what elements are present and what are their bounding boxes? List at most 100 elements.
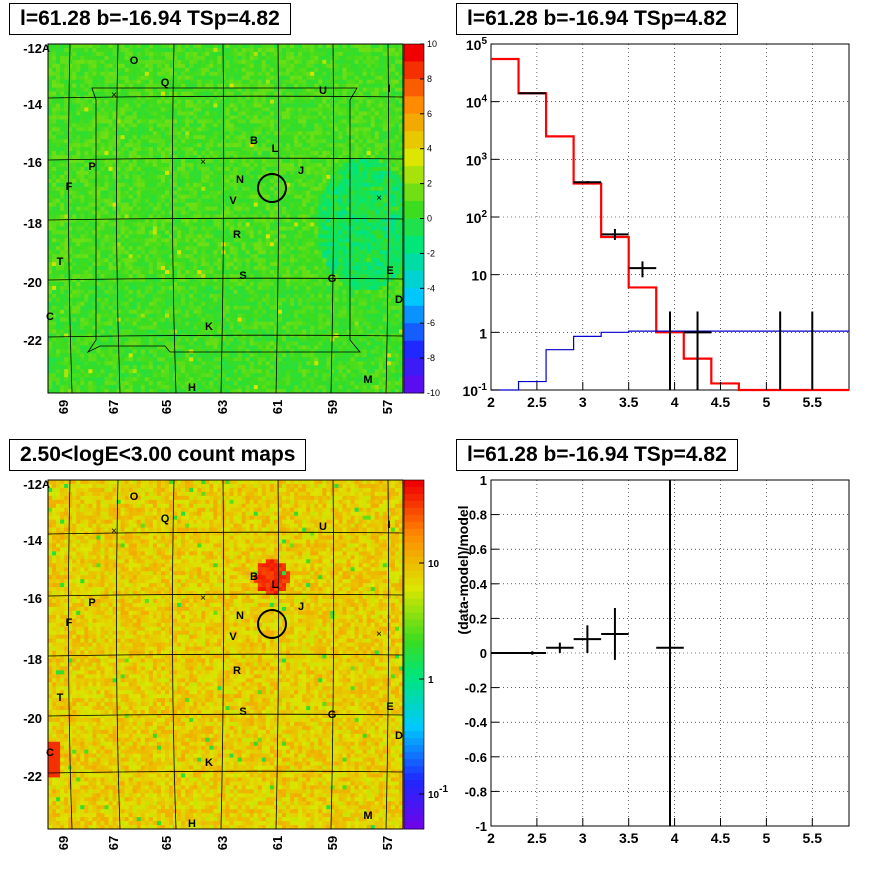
residual-point bbox=[546, 642, 574, 653]
colorbar bbox=[404, 44, 424, 394]
colorbar-tick-label: -10 bbox=[427, 388, 440, 398]
y-tick-label: -16 bbox=[23, 591, 42, 606]
source-label-u: U bbox=[319, 521, 327, 533]
bottom-right-panel: 2 2.5 3 3.5 4 4.5 5 5.5 1 0.8 0.6 0.4 0.2 0 -0.2 -0.4 -0… bbox=[448, 436, 896, 872]
colorbar-tick-label: 10-1 bbox=[428, 784, 448, 801]
data-point bbox=[518, 92, 547, 95]
source-label-i: I bbox=[387, 83, 390, 95]
map-frame bbox=[47, 43, 404, 394]
graticule-meridian bbox=[116, 479, 121, 830]
colorbar-tick-label: 1 bbox=[428, 675, 434, 686]
source-label-b: B bbox=[250, 571, 258, 583]
source-label-c: C bbox=[46, 311, 54, 323]
x-tick-label: 69 bbox=[56, 836, 71, 850]
map-graticule bbox=[47, 43, 404, 394]
x-tick-label: 59 bbox=[325, 836, 340, 850]
source-label-g: G bbox=[328, 273, 337, 285]
source-label-s: S bbox=[239, 706, 246, 718]
data-point bbox=[601, 228, 629, 240]
y-tick-label: -12 bbox=[23, 41, 42, 56]
source-label-r: R bbox=[233, 229, 241, 241]
source-label-i: I bbox=[387, 519, 390, 531]
x-tick-label: 3 bbox=[579, 830, 587, 846]
x-tick-label: 4 bbox=[671, 394, 679, 410]
x-tick-label: 59 bbox=[325, 400, 340, 414]
source-label-d: D bbox=[395, 294, 403, 306]
y-tick-label: 10-1 bbox=[463, 382, 488, 399]
source-label-e: E bbox=[386, 701, 393, 713]
graticule-parallel bbox=[47, 334, 404, 338]
source-label-a: A bbox=[42, 479, 50, 491]
x-tick-label: 3.5 bbox=[619, 830, 639, 846]
residual-point bbox=[656, 480, 684, 826]
graticule-parallel bbox=[47, 277, 404, 281]
data-point bbox=[628, 261, 657, 278]
source-label-o: O bbox=[130, 491, 139, 503]
source-label-s: S bbox=[239, 270, 246, 282]
graticule-parallel bbox=[47, 653, 404, 657]
residual-point bbox=[518, 651, 547, 655]
y-tick-label: -0.4 bbox=[465, 715, 488, 730]
source-label-e: E bbox=[386, 265, 393, 277]
residual-chart: 2 2.5 3 3.5 4 4.5 5 5.5 1 0.8 0.6 0.4 0.2 0 -0.2 -0.4 -0… bbox=[455, 473, 850, 846]
source-label-t: T bbox=[57, 692, 64, 704]
x-tick-label: 61 bbox=[270, 836, 285, 850]
colorbar bbox=[404, 480, 424, 830]
source-label-g: G bbox=[328, 709, 337, 721]
graticule-parallel bbox=[47, 217, 404, 221]
colorbar-tick-label: 6 bbox=[427, 109, 432, 119]
source-label-p: P bbox=[88, 597, 95, 609]
source-cross-marker: × bbox=[200, 157, 206, 168]
y-tick-label: -22 bbox=[23, 769, 42, 784]
source-label-p: P bbox=[88, 161, 95, 173]
colorbar-tick-label: -4 bbox=[427, 283, 435, 293]
y-tick-label: -1 bbox=[475, 819, 487, 834]
graticule-meridian bbox=[116, 43, 121, 394]
roi-outline bbox=[86, 87, 361, 354]
graticule-meridian bbox=[68, 479, 73, 830]
x-tick-label: 69 bbox=[56, 400, 71, 414]
colorbar-tick-label: -8 bbox=[427, 353, 435, 363]
colorbar-tick-label: 10 bbox=[428, 559, 440, 570]
x-tick-label: 4.5 bbox=[711, 830, 731, 846]
y-tick-label: 1 bbox=[479, 325, 487, 341]
colorbar-tick-label: 8 bbox=[427, 74, 432, 84]
source-label-o: O bbox=[130, 55, 139, 67]
source-label-f: F bbox=[66, 617, 73, 629]
colorbar-tick-label: 4 bbox=[427, 144, 432, 154]
source-label-k: K bbox=[205, 321, 213, 333]
source-label-j: J bbox=[298, 165, 304, 177]
y-tick-label: 104 bbox=[466, 94, 488, 111]
map-pixels bbox=[48, 480, 404, 830]
source-label-d: D bbox=[395, 730, 403, 742]
source-cross-marker: × bbox=[111, 90, 117, 101]
y-tick-label: -0.2 bbox=[465, 681, 487, 696]
graticule-parallel bbox=[47, 593, 404, 597]
y-axis-label: (data-model)/model bbox=[455, 505, 471, 634]
bottom-left-panel: × × × A O Q U I B L P J F N V R T S G E D C K H M 69 67 65 63 61 59 57 -… bbox=[0, 436, 448, 872]
graticule-parallel bbox=[47, 157, 404, 161]
colorbar-frame bbox=[403, 479, 425, 830]
x-tick-label: 65 bbox=[159, 836, 174, 850]
colorbar-tick-label: -6 bbox=[427, 318, 435, 328]
x-tick-label: 2.5 bbox=[527, 394, 547, 410]
model-step-line bbox=[491, 57, 849, 392]
source-label-v: V bbox=[229, 631, 237, 643]
source-label-n: N bbox=[236, 174, 244, 186]
y-tick-label: -0.6 bbox=[465, 750, 487, 765]
y-tick-label: 0 bbox=[480, 646, 487, 661]
source-label-m: M bbox=[363, 810, 372, 822]
y-tick-label: -18 bbox=[23, 652, 42, 667]
y-tick-label: -20 bbox=[23, 275, 42, 290]
colorbar-tick-label: 10 bbox=[427, 39, 437, 49]
x-tick-label: 2 bbox=[487, 830, 495, 846]
y-tick-label: 1 bbox=[480, 473, 487, 488]
graticule-parallel bbox=[47, 531, 404, 535]
x-tick-label: 4 bbox=[671, 830, 679, 846]
source-label-l: L bbox=[272, 579, 279, 591]
source-label-v: V bbox=[229, 195, 237, 207]
source-label-n: N bbox=[236, 610, 244, 622]
source-label-c: C bbox=[46, 747, 54, 759]
source-label-k: K bbox=[205, 757, 213, 769]
